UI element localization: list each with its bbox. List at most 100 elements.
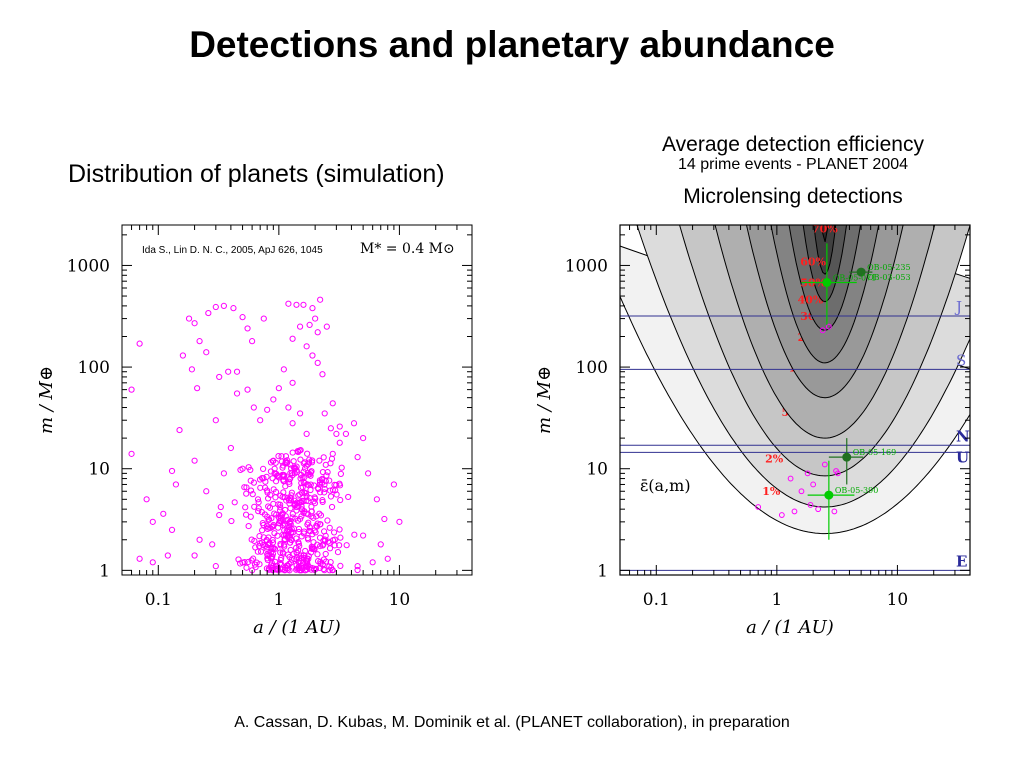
planet-point xyxy=(245,558,252,566)
planet-point xyxy=(328,503,336,511)
planet-point xyxy=(320,565,327,573)
planet-point xyxy=(301,528,308,535)
planet-point xyxy=(316,481,324,488)
planet-point xyxy=(260,475,267,482)
planet-point xyxy=(258,527,266,534)
planet-point xyxy=(279,549,286,556)
planet-point xyxy=(250,555,257,562)
planet-point xyxy=(243,484,250,491)
detection-point xyxy=(822,277,832,287)
planet-point xyxy=(168,467,176,475)
planet-point xyxy=(324,469,331,476)
planet-point xyxy=(369,559,376,566)
simulated-point xyxy=(755,504,762,510)
slide-title: Detections and planetary abundance xyxy=(189,24,835,65)
planet-point xyxy=(247,513,254,520)
planet-point xyxy=(233,368,241,375)
planet-point xyxy=(296,447,303,454)
planet-point xyxy=(245,522,252,530)
planet-point xyxy=(191,320,198,327)
planet-point xyxy=(297,499,304,506)
planet-point xyxy=(283,562,291,569)
planet-point xyxy=(321,528,328,535)
host-mass-label: M* = 0.4 M⊙ xyxy=(360,241,455,257)
x-tick-label: 10 xyxy=(389,590,411,610)
planet-point xyxy=(212,563,219,570)
planet-point xyxy=(275,385,282,392)
planet-point xyxy=(268,544,275,551)
y-axis-label: m / M⊕ xyxy=(534,366,555,434)
planet-point xyxy=(287,546,294,554)
planet-point xyxy=(276,474,283,481)
planet-point xyxy=(319,561,326,568)
planet-point xyxy=(303,497,310,504)
planet-point xyxy=(294,469,301,476)
planet-point xyxy=(255,499,262,506)
planet-point xyxy=(260,465,267,472)
x-tick-label: 0.1 xyxy=(643,590,670,610)
x-axis-label: a / (1 AU) xyxy=(253,617,341,638)
planet-point xyxy=(290,458,297,465)
planet-point xyxy=(176,426,183,434)
planet-point xyxy=(293,301,300,308)
planet-point xyxy=(251,561,259,568)
planet-point xyxy=(252,544,259,551)
planet-point xyxy=(303,558,311,565)
planet-lines: J S NU E xyxy=(620,298,970,571)
planet-point xyxy=(241,559,248,566)
planet-point xyxy=(289,514,296,521)
planet-point xyxy=(285,533,292,540)
planet-point xyxy=(288,489,295,496)
detection-label: OB-05-169 xyxy=(853,448,896,457)
planet-point xyxy=(303,462,310,469)
planet-point xyxy=(333,430,340,438)
planet-point xyxy=(390,481,397,488)
planet-point xyxy=(264,406,271,413)
planet-point xyxy=(279,464,286,471)
planet-point xyxy=(143,496,150,503)
planet-point xyxy=(231,499,238,506)
simulated-point xyxy=(807,502,814,508)
x-tick-label: 1 xyxy=(273,590,284,610)
planet-point xyxy=(253,559,260,566)
planet-point xyxy=(227,444,234,452)
planet-point xyxy=(307,469,314,476)
planet-point xyxy=(164,552,171,559)
planet-point xyxy=(265,517,272,524)
planet-point xyxy=(264,489,271,496)
planet-point xyxy=(297,456,304,463)
planet-point xyxy=(242,504,249,511)
planet-point xyxy=(321,485,328,493)
planet-point xyxy=(266,504,274,511)
planet-point xyxy=(295,565,302,572)
planet-point xyxy=(251,503,258,510)
planet-point xyxy=(280,541,288,548)
planet-point xyxy=(336,439,343,446)
planet-point xyxy=(265,503,272,510)
planet-point xyxy=(244,386,251,393)
citation-label: Ida S., Lin D. N. C., 2005, ApJ 626, 104… xyxy=(142,245,323,256)
planet-point xyxy=(274,473,281,480)
planet-point xyxy=(308,545,316,552)
planet-point xyxy=(318,476,326,483)
planet-point xyxy=(377,541,384,548)
planet-point xyxy=(241,484,248,491)
planet-point xyxy=(284,494,291,501)
planet-point xyxy=(301,489,308,496)
planet-point xyxy=(302,547,309,555)
planet-point xyxy=(196,536,203,543)
right-subtitle-detections: Microlensing detections xyxy=(683,185,903,208)
credits: A. Cassan, D. Kubas, M. Dominik et al. (… xyxy=(234,714,790,731)
planet-point xyxy=(314,551,321,558)
detection-point xyxy=(856,267,866,277)
planet-point xyxy=(319,371,326,378)
planet-point xyxy=(321,410,328,417)
planet-point xyxy=(149,518,156,525)
planet-point xyxy=(309,352,316,359)
planet-point xyxy=(381,515,388,523)
planet-point xyxy=(311,527,318,534)
planet-point xyxy=(286,524,293,531)
planet-point xyxy=(250,479,258,486)
contour-level xyxy=(821,225,829,243)
planet-point xyxy=(295,492,302,499)
